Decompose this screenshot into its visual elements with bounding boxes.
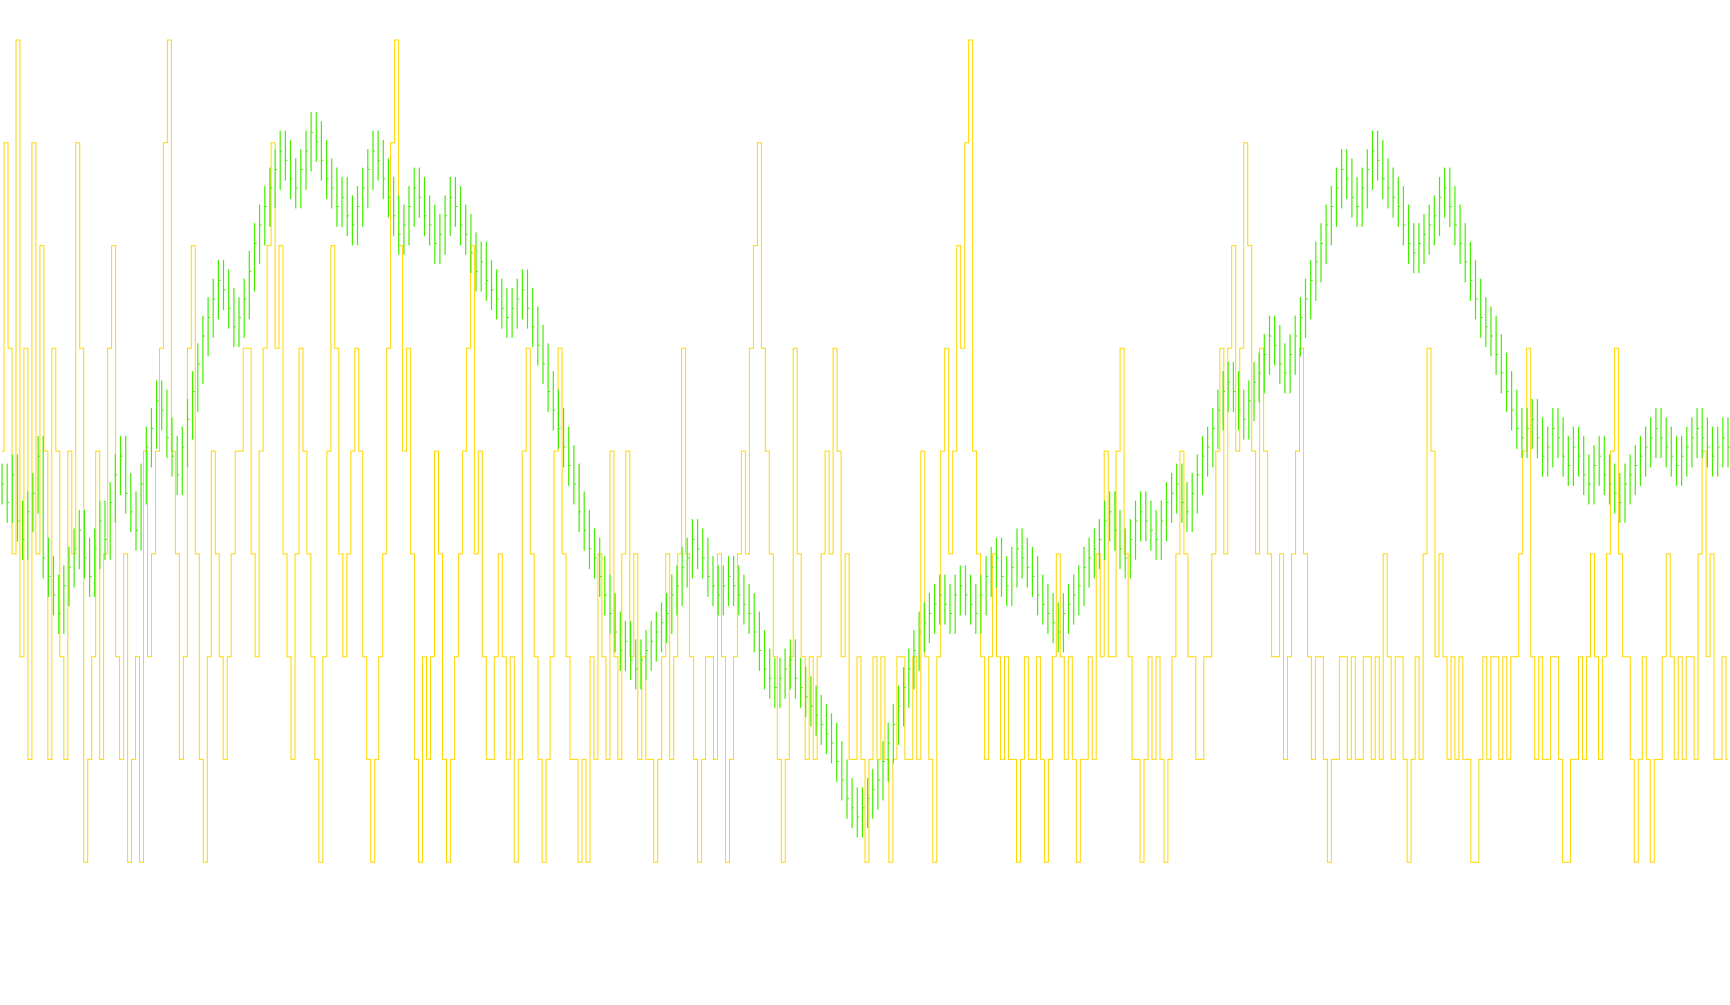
yellow-series-line	[2, 39, 1728, 863]
green-ohlc-series	[1, 112, 1730, 838]
yellow-oscillator-series	[2, 39, 1728, 863]
